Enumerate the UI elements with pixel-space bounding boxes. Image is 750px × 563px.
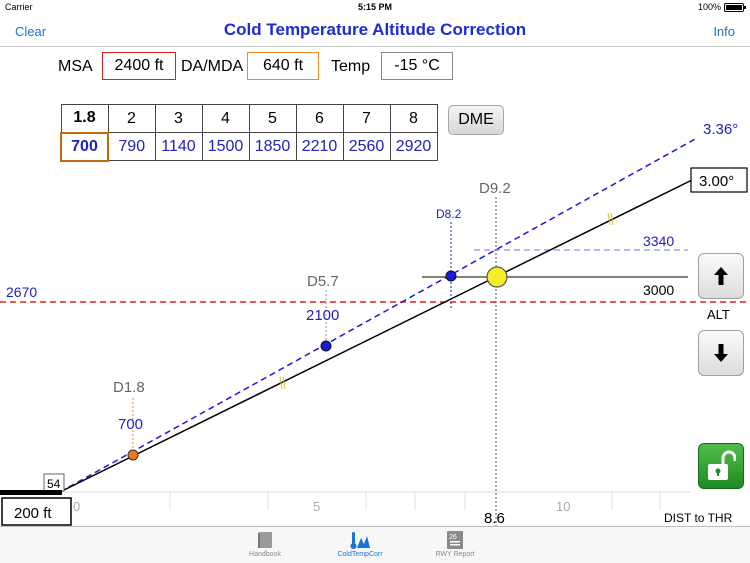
clear-button[interactable]: Clear [15, 24, 47, 39]
d57-altitude-label: 2100 [306, 307, 339, 324]
altitude-down-button[interactable] [698, 330, 744, 376]
dme-altitude-cell[interactable]: 1500 [201, 132, 250, 161]
tab-rwy-report[interactable]: 26 RWY Report [410, 527, 500, 563]
tab-label: Handbook [249, 551, 281, 558]
dme-altitude-cell[interactable]: 1850 [248, 132, 297, 161]
slope-tick [282, 376, 286, 390]
dme-distance-cell[interactable]: 6 [295, 104, 344, 133]
slope-tick [610, 212, 614, 226]
dme-distance-cell[interactable]: 1.8 [60, 104, 109, 133]
temp-label: Temp [331, 58, 371, 75]
d18-label: D1.8 [113, 379, 145, 396]
lock-toggle-button[interactable] [698, 443, 744, 489]
msa-reference-label: 2670 [6, 284, 37, 300]
status-bar: Carrier 5:15 PM 100% [0, 0, 750, 15]
altitude-label: 3000 [643, 282, 674, 298]
slope-tick [607, 212, 611, 226]
d18-altitude-label: 700 [118, 416, 143, 433]
da-mda-input[interactable]: 640 ft [247, 52, 319, 80]
tab-cold-temp-corr[interactable]: ColdTempCorr [315, 527, 405, 563]
arrow-down-icon [714, 344, 728, 362]
battery-percent: 100% [697, 2, 721, 12]
dme-table: 1.8 2 3 4 5 6 7 8 700 790 1140 1500 1850… [60, 104, 438, 162]
d92-point[interactable] [486, 266, 508, 288]
d57-label: D5.7 [307, 273, 339, 290]
altitude-up-button[interactable] [698, 253, 744, 299]
nominal-glidepath-line [59, 179, 693, 493]
msa-input[interactable]: 2400 ft [102, 52, 176, 80]
dme-altitude-cell[interactable]: 2920 [389, 132, 438, 161]
dme-altitude-cell[interactable]: 790 [107, 132, 156, 161]
dme-distance-row: 1.8 2 3 4 5 6 7 8 [60, 104, 438, 133]
unlock-icon [708, 450, 736, 480]
x-tick-label: 0 [73, 499, 80, 514]
arrow-up-icon [714, 267, 728, 285]
cursor-distance-label: 8.6 [484, 510, 505, 526]
da-mda-label: DA/MDA [181, 58, 244, 75]
dme-altitude-cell[interactable]: 700 [60, 131, 109, 162]
tab-bar: Handbook ColdTempCorr 26 RWY Report [0, 526, 750, 563]
x-tick-label: 5 [313, 499, 320, 514]
threshold-altitude-box [1, 497, 72, 526]
threshold-elevation-label: 54 [47, 477, 61, 491]
x-tick-label: 10 [556, 499, 570, 514]
book-icon [258, 532, 272, 548]
thermometer-icon [350, 532, 370, 549]
grid-lines [169, 492, 661, 510]
d92-label: D9.2 [479, 180, 511, 197]
altitude-control-label: ALT [707, 307, 730, 322]
d82-point[interactable] [445, 270, 457, 282]
slope-tick [279, 376, 283, 390]
tab-label: ColdTempCorr [337, 551, 383, 558]
runway-report-icon: 26 [447, 531, 463, 549]
nominal-angle-label: 3.00° [699, 173, 734, 190]
navigation-bar: Clear Cold Temperature Altitude Correcti… [0, 15, 750, 47]
slope-ticks [279, 212, 614, 390]
dme-altitude-row: 700 790 1140 1500 1850 2210 2560 2920 [60, 131, 438, 162]
x-axis-label: DIST to THR [664, 511, 733, 525]
runway-bar [0, 490, 62, 495]
corrected-angle-label: 3.36° [703, 121, 738, 138]
corrected-altitude-label: 3340 [643, 233, 674, 249]
approach-profile-chart: 0 5 10 2670 3340 3000 3.36° 3.00° D1.8 7… [0, 121, 750, 526]
d18-point[interactable] [127, 449, 139, 461]
temp-input[interactable]: -15 °C [381, 52, 453, 80]
d57-point[interactable] [320, 340, 332, 352]
d82-label: D8.2 [436, 207, 462, 221]
dme-altitude-cell[interactable]: 1140 [154, 132, 203, 161]
carrier-label: Carrier [5, 2, 33, 12]
battery-status: 100% [697, 2, 746, 12]
dme-distance-cell[interactable]: 3 [154, 104, 203, 133]
svg-text:26: 26 [449, 534, 457, 541]
page-title: Cold Temperature Altitude Correction [223, 20, 527, 39]
corrected-glidepath-line [59, 137, 698, 493]
dme-altitude-cell[interactable]: 2560 [342, 132, 391, 161]
battery-icon [724, 2, 746, 12]
nominal-angle-box [690, 167, 748, 193]
tab-handbook[interactable]: Handbook [220, 527, 310, 563]
info-button[interactable]: Info [713, 24, 735, 39]
dme-button[interactable]: DME [448, 105, 504, 135]
threshold-altitude-label: 200 ft [14, 505, 52, 522]
tab-label: RWY Report [435, 551, 475, 558]
clock: 5:15 PM [357, 2, 392, 12]
msa-label: MSA [58, 58, 93, 75]
